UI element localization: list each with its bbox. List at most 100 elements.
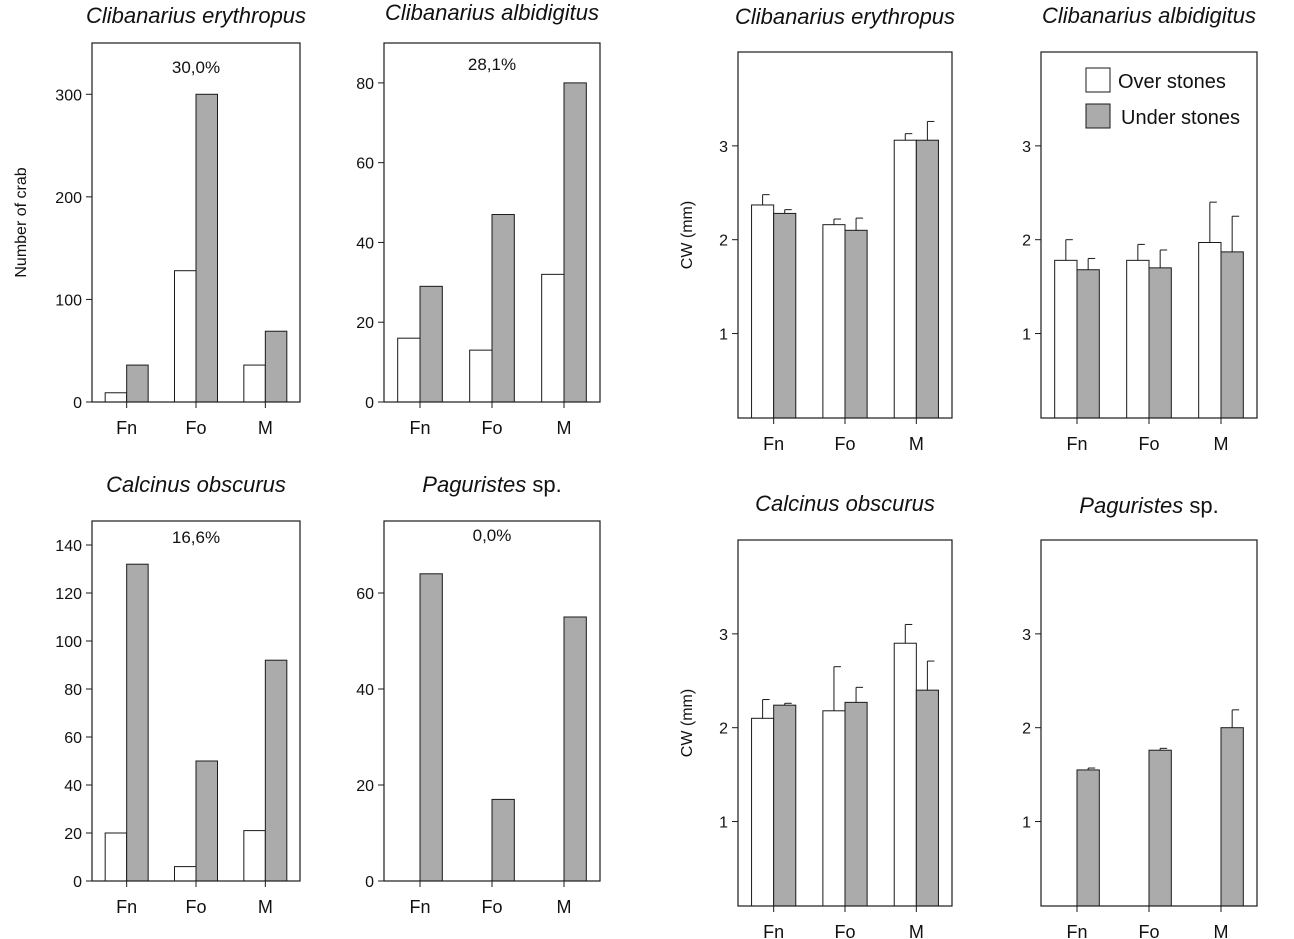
y-tick-label: 60 — [356, 156, 374, 173]
bar — [469, 349, 493, 403]
bar — [1198, 242, 1222, 419]
category-label: Fo — [481, 418, 502, 438]
category-label: Fo — [481, 897, 502, 917]
y-axis-label: CW (mm) — [679, 201, 696, 269]
chart-panel: Clibanarius erythropus Fn Fo M 1 2 3 CW (mm) — [679, 4, 955, 454]
chart-title-italic: Clibanarius albidigitus — [1042, 3, 1256, 28]
plot-frame — [1040, 539, 1258, 907]
category-label: Fo — [834, 922, 855, 939]
y-tick-label: 20 — [64, 826, 82, 843]
category-label: Fn — [763, 434, 784, 454]
bar — [264, 330, 288, 403]
category-label: Fn — [409, 897, 430, 917]
bar — [104, 392, 128, 403]
category-label: Fn — [116, 897, 137, 917]
y-tick-label: 2 — [1022, 721, 1031, 738]
y-tick-label: 100 — [55, 292, 82, 309]
bar — [195, 760, 218, 882]
category-label: M — [557, 897, 572, 917]
y-tick-label: 1 — [1022, 327, 1031, 344]
y-tick-label: 100 — [55, 634, 82, 651]
y-tick-label: 60 — [64, 730, 82, 747]
bar — [893, 642, 917, 907]
y-tick-label: 40 — [64, 778, 82, 795]
plot-frame — [383, 42, 601, 403]
bar — [126, 364, 149, 403]
bar — [174, 270, 197, 403]
category-label: M — [1214, 922, 1229, 939]
bar — [751, 717, 775, 907]
bar — [1220, 727, 1244, 907]
bar — [822, 224, 846, 419]
bar — [104, 832, 128, 882]
percent-annotation: 28,1% — [468, 55, 516, 74]
bar — [1148, 267, 1172, 419]
bar — [243, 830, 266, 882]
legend-label: Under stones — [1121, 107, 1240, 129]
category-label: Fo — [834, 434, 855, 454]
percent-annotation: 30,0% — [172, 58, 220, 77]
y-tick-label: 120 — [55, 586, 82, 603]
percent-annotation: 16,6% — [172, 528, 220, 547]
plot-frame — [383, 520, 601, 882]
category-label: M — [258, 418, 273, 438]
category-label: M — [909, 434, 924, 454]
y-tick-label: 300 — [55, 87, 82, 104]
chart-title: Clibanarius albidigitus — [1042, 3, 1256, 28]
bar — [915, 139, 939, 419]
category-label: M — [909, 922, 924, 939]
chart-panel: Paguristes sp. Fn Fo M 0 20 40 60 0,0% — [356, 472, 601, 917]
chart-panel: Calcinus obscurus Fn Fo M 0 20 40 60 80 100 120 140… — [55, 472, 301, 917]
chart-title-suffix: sp. — [1183, 493, 1218, 518]
percent-annotation: 0,0% — [473, 526, 512, 545]
category-label: Fn — [763, 922, 784, 939]
y-tick-label: 0 — [365, 395, 374, 412]
chart-panel: Clibanarius albidigitus Fn Fo M 1 2 3 Over ston… — [1022, 3, 1258, 454]
category-label: Fn — [409, 418, 430, 438]
bar — [915, 689, 939, 907]
bar — [174, 866, 197, 882]
bar — [491, 798, 515, 882]
bar — [822, 710, 846, 907]
plot-frame — [91, 520, 301, 882]
chart-title-italic: Clibanarius erythropus — [735, 4, 955, 29]
category-label: Fo — [185, 897, 206, 917]
y-tick-label: 2 — [1022, 233, 1031, 250]
bar — [1076, 269, 1100, 419]
y-tick-label: 1 — [719, 815, 728, 832]
bar — [773, 704, 797, 907]
y-tick-label: 0 — [365, 874, 374, 891]
bar — [126, 563, 149, 882]
bar — [1076, 769, 1100, 907]
legend-swatch — [1085, 103, 1111, 129]
chart-title: Clibanarius erythropus — [735, 4, 955, 29]
y-tick-label: 40 — [356, 235, 374, 252]
y-tick-label: 200 — [55, 190, 82, 207]
bar — [541, 273, 565, 403]
bar — [893, 139, 917, 419]
category-label: M — [1214, 434, 1229, 454]
y-tick-label: 60 — [356, 586, 374, 603]
y-tick-label: 0 — [73, 395, 82, 412]
plot-frame — [91, 42, 301, 403]
chart-title-italic: Paguristes — [422, 472, 526, 497]
chart-title-italic: Calcinus obscurus — [755, 491, 935, 516]
y-tick-label: 3 — [1022, 139, 1031, 156]
bar — [751, 204, 775, 419]
legend: Over stones Under stones — [1085, 67, 1240, 129]
y-tick-label: 3 — [719, 139, 728, 156]
y-tick-label: 40 — [356, 682, 374, 699]
bar — [264, 659, 288, 882]
bar — [1220, 251, 1244, 419]
y-tick-label: 2 — [719, 721, 728, 738]
y-tick-label: 0 — [73, 874, 82, 891]
y-tick-label: 1 — [1022, 815, 1031, 832]
category-label: Fo — [185, 418, 206, 438]
category-label: Fn — [1066, 434, 1087, 454]
bar — [1148, 749, 1172, 907]
chart-panel: Paguristes sp. Fn Fo M 1 2 3 — [1022, 493, 1258, 939]
y-tick-label: 140 — [55, 538, 82, 555]
y-tick-label: 80 — [64, 682, 82, 699]
y-tick-label: 20 — [356, 778, 374, 795]
